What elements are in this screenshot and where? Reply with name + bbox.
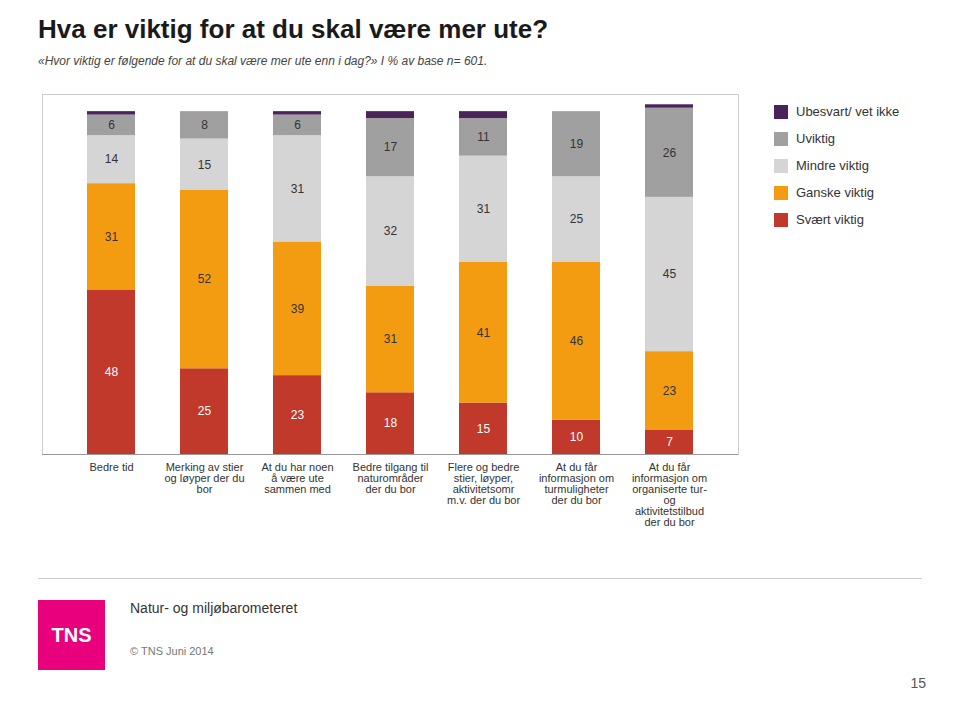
svg-text:Merking av stierog løyper der: Merking av stierog løyper der dubor [164, 461, 244, 495]
svg-text:10: 10 [570, 430, 584, 444]
svg-text:25: 25 [570, 212, 584, 226]
svg-text:17: 17 [384, 140, 398, 154]
svg-text:25: 25 [198, 404, 212, 418]
svg-text:19: 19 [570, 137, 584, 151]
svg-text:14: 14 [105, 152, 119, 166]
svg-text:6: 6 [294, 118, 301, 132]
svg-text:11: 11 [477, 130, 490, 144]
svg-text:Bedre tilgang tilnaturområderd: Bedre tilgang tilnaturområderder du bor [353, 461, 429, 495]
svg-text:39: 39 [291, 302, 305, 316]
svg-text:31: 31 [291, 182, 305, 196]
html-text:Natur- og miljøbarometeret: Natur- og miljøbarometeret [130, 600, 298, 616]
svg-text:7: 7 [666, 435, 673, 449]
svg-text:48: 48 [105, 365, 119, 379]
svg-text:31: 31 [105, 230, 119, 244]
html-text:Mindre viktig: Mindre viktig [796, 158, 869, 173]
svg-text:41: 41 [477, 326, 491, 340]
html-text:«Hvor viktig er følgende for a: «Hvor viktig er følgende for at du skal … [38, 54, 488, 68]
html-text:Uviktig: Uviktig [796, 131, 835, 146]
svg-text:8: 8 [201, 118, 208, 132]
html-text:Ubesvart/ vet ikke: Ubesvart/ vet ikke [796, 104, 900, 119]
html-text:Ganske viktig: Ganske viktig [796, 185, 874, 200]
svg-text:Flere og bedrestier, løyper,ak: Flere og bedrestier, løyper,aktivitetsom… [447, 461, 520, 506]
svg-text:31: 31 [477, 202, 491, 216]
svg-text:46: 46 [570, 334, 584, 348]
svg-text:23: 23 [291, 408, 305, 422]
svg-text:15: 15 [198, 158, 212, 172]
svg-text:26: 26 [663, 146, 677, 160]
html-text:© TNS Juni 2014: © TNS Juni 2014 [130, 645, 214, 657]
svg-text:18: 18 [384, 416, 398, 430]
svg-text:At du fårinformasjon omturmuli: At du fårinformasjon omturmuligheterder … [539, 461, 614, 506]
svg-text:31: 31 [384, 332, 398, 346]
html-text:Svært viktig: Svært viktig [796, 212, 864, 227]
html-text:15: 15 [910, 675, 926, 691]
html-text:TNS: TNS [51, 623, 92, 646]
html-text:Hva er viktig for at du skal v: Hva er viktig for at du skal være mer ut… [38, 14, 549, 44]
svg-text:45: 45 [663, 267, 677, 281]
svg-text:23: 23 [663, 384, 677, 398]
svg-text:At du har noenå være utesammen: At du har noenå være utesammen med [261, 461, 333, 495]
svg-text:Bedre tid: Bedre tid [89, 461, 133, 473]
svg-text:6: 6 [108, 118, 115, 132]
svg-text:52: 52 [198, 272, 212, 286]
svg-text:32: 32 [384, 224, 398, 238]
svg-text:At du fårinformasjon omorganis: At du fårinformasjon omorganiserte tur-o… [632, 461, 707, 528]
svg-text:15: 15 [477, 422, 491, 436]
